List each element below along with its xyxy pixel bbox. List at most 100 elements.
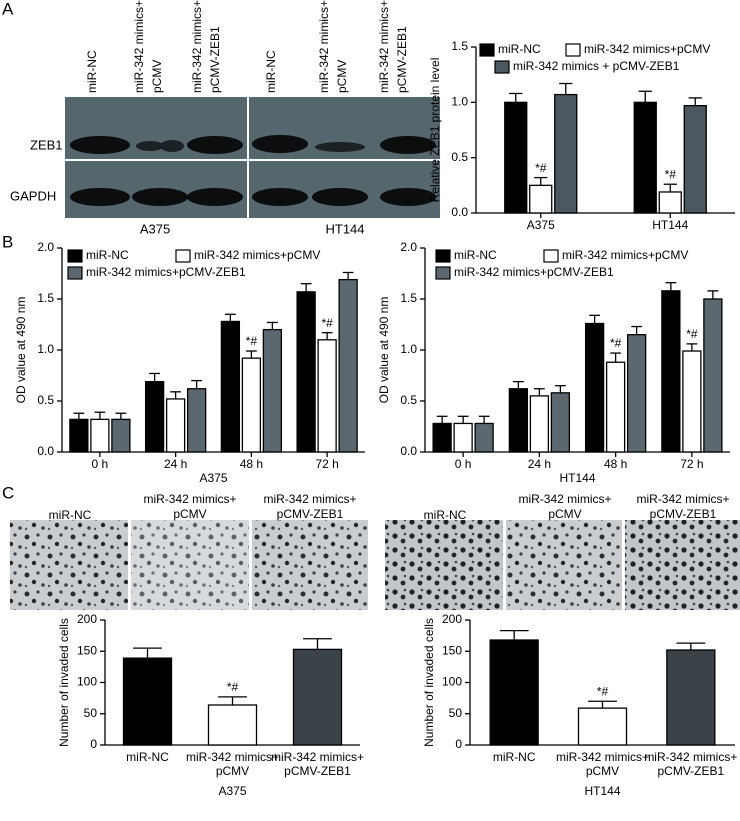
- micrograph-label: miR-342 mimics+: [518, 492, 611, 506]
- bar: [529, 395, 550, 453]
- y-tick-label: 2.0: [37, 240, 54, 254]
- bar: [122, 657, 173, 746]
- bar: [144, 380, 165, 453]
- panel-label: C: [2, 483, 14, 502]
- x-tick-label: pCMV-ZEB1: [657, 764, 724, 778]
- micrograph-label: pCMV: [173, 507, 206, 521]
- bar: [453, 422, 473, 453]
- bar: [577, 707, 628, 746]
- legend-swatch: [175, 249, 191, 263]
- y-tick-label: 150: [442, 643, 462, 657]
- significance-marker: *#: [597, 684, 609, 698]
- x-axis-label: A375: [218, 784, 246, 798]
- y-tick-label: 0.0: [37, 444, 54, 458]
- y-tick-label: 1.0: [451, 95, 468, 109]
- panel-label: A: [2, 0, 14, 18]
- y-tick-label: 0.0: [451, 205, 468, 219]
- bar: [317, 339, 337, 453]
- legend-swatch: [494, 60, 510, 74]
- y-tick-label: 200: [442, 612, 462, 626]
- legend-swatch: [435, 266, 451, 280]
- bar: [165, 398, 186, 453]
- x-axis-label: A375: [199, 471, 227, 485]
- x-axis-label: HT144: [584, 784, 620, 798]
- legend-swatch: [67, 249, 83, 263]
- bar: [338, 278, 358, 453]
- micrograph-label: pCMV-ZEB1: [650, 507, 717, 521]
- y-tick-label: 2.0: [400, 240, 417, 254]
- micrograph-label: miR-342 mimics+: [263, 492, 356, 506]
- bar: [703, 298, 723, 453]
- bar: [633, 101, 657, 214]
- x-tick-label: 24 h: [164, 457, 187, 471]
- legend-swatch: [435, 249, 451, 263]
- bar: [508, 388, 529, 453]
- legend-label: miR-342 mimics+pCMV-ZEB1: [454, 265, 614, 279]
- y-tick-label: 150: [77, 643, 97, 657]
- bar: [683, 105, 707, 214]
- x-tick-label: miR-342 mimics+: [186, 750, 279, 764]
- y-tick-label: 1.0: [400, 342, 417, 356]
- y-tick-label: 1.0: [37, 342, 54, 356]
- x-tick-label: 24 h: [528, 457, 551, 471]
- legend-swatch: [479, 43, 495, 57]
- bar: [296, 291, 316, 453]
- x-axis-label: HT144: [559, 471, 595, 485]
- lane-label: miR-342 mimics+: [317, 0, 331, 93]
- legend-label: miR-NC: [498, 42, 541, 56]
- x-tick-label: HT144: [652, 218, 688, 232]
- x-tick-label: 48 h: [240, 457, 263, 471]
- y-tick-label: 0: [90, 737, 97, 751]
- significance-marker: *#: [535, 161, 547, 175]
- y-axis-label: Relative ZEB1 protein level: [428, 58, 442, 203]
- lane-label: pCMV: [150, 60, 164, 93]
- y-axis-label: Number of invaded cells: [422, 618, 436, 747]
- x-tick-label: miR-NC: [493, 750, 536, 764]
- y-axis-label: Number of invaded cells: [57, 618, 71, 747]
- cell-line-label: HT144: [325, 221, 364, 236]
- bar: [111, 418, 131, 453]
- y-tick-label: 200: [77, 612, 97, 626]
- legend-label: miR-NC: [454, 248, 497, 262]
- bar: [474, 422, 494, 453]
- lane-label: miR-NC: [264, 50, 278, 93]
- x-tick-label: 0 h: [455, 457, 472, 471]
- x-tick-label: miR-342 mimics+: [556, 750, 649, 764]
- bar: [666, 649, 716, 746]
- x-tick-label: pCMV: [216, 764, 249, 778]
- micrograph-label: pCMV: [548, 507, 581, 521]
- lane-label: miR-342 mimics+: [190, 0, 204, 93]
- blot-row-label: GAPDH: [10, 188, 56, 203]
- bar: [682, 350, 702, 453]
- significance-marker: *#: [665, 167, 677, 181]
- legend-swatch: [543, 249, 559, 263]
- bar: [207, 704, 258, 746]
- bar: [626, 334, 647, 453]
- legend-label: miR-342 mimics+pCMV-ZEB1: [86, 265, 246, 279]
- bar: [554, 93, 578, 214]
- bar: [262, 328, 283, 453]
- lane-label: miR-NC: [85, 50, 99, 93]
- bar: [186, 388, 207, 453]
- legend-label: miR-342 mimics+pCMV: [194, 248, 320, 262]
- y-tick-label: 0.5: [451, 150, 468, 164]
- y-tick-label: 1.5: [400, 291, 417, 305]
- y-tick-label: 50: [84, 706, 98, 720]
- legend-swatch: [565, 43, 581, 57]
- x-tick-label: miR-342 mimics+: [644, 750, 737, 764]
- bar: [529, 184, 553, 214]
- y-axis-label: OD value at 490 nm: [14, 297, 28, 404]
- bar: [658, 191, 682, 214]
- y-tick-label: 50: [449, 706, 463, 720]
- significance-marker: *#: [686, 327, 698, 341]
- x-tick-label: 72 h: [680, 457, 703, 471]
- bar: [241, 357, 262, 453]
- cell-line-label: A375: [140, 221, 170, 236]
- bar: [432, 422, 452, 453]
- bar: [69, 418, 89, 453]
- y-tick-label: 100: [77, 675, 97, 689]
- lane-label: pCMV-ZEB1: [208, 26, 222, 93]
- x-tick-label: A375: [527, 218, 555, 232]
- y-tick-label: 1.5: [451, 39, 468, 53]
